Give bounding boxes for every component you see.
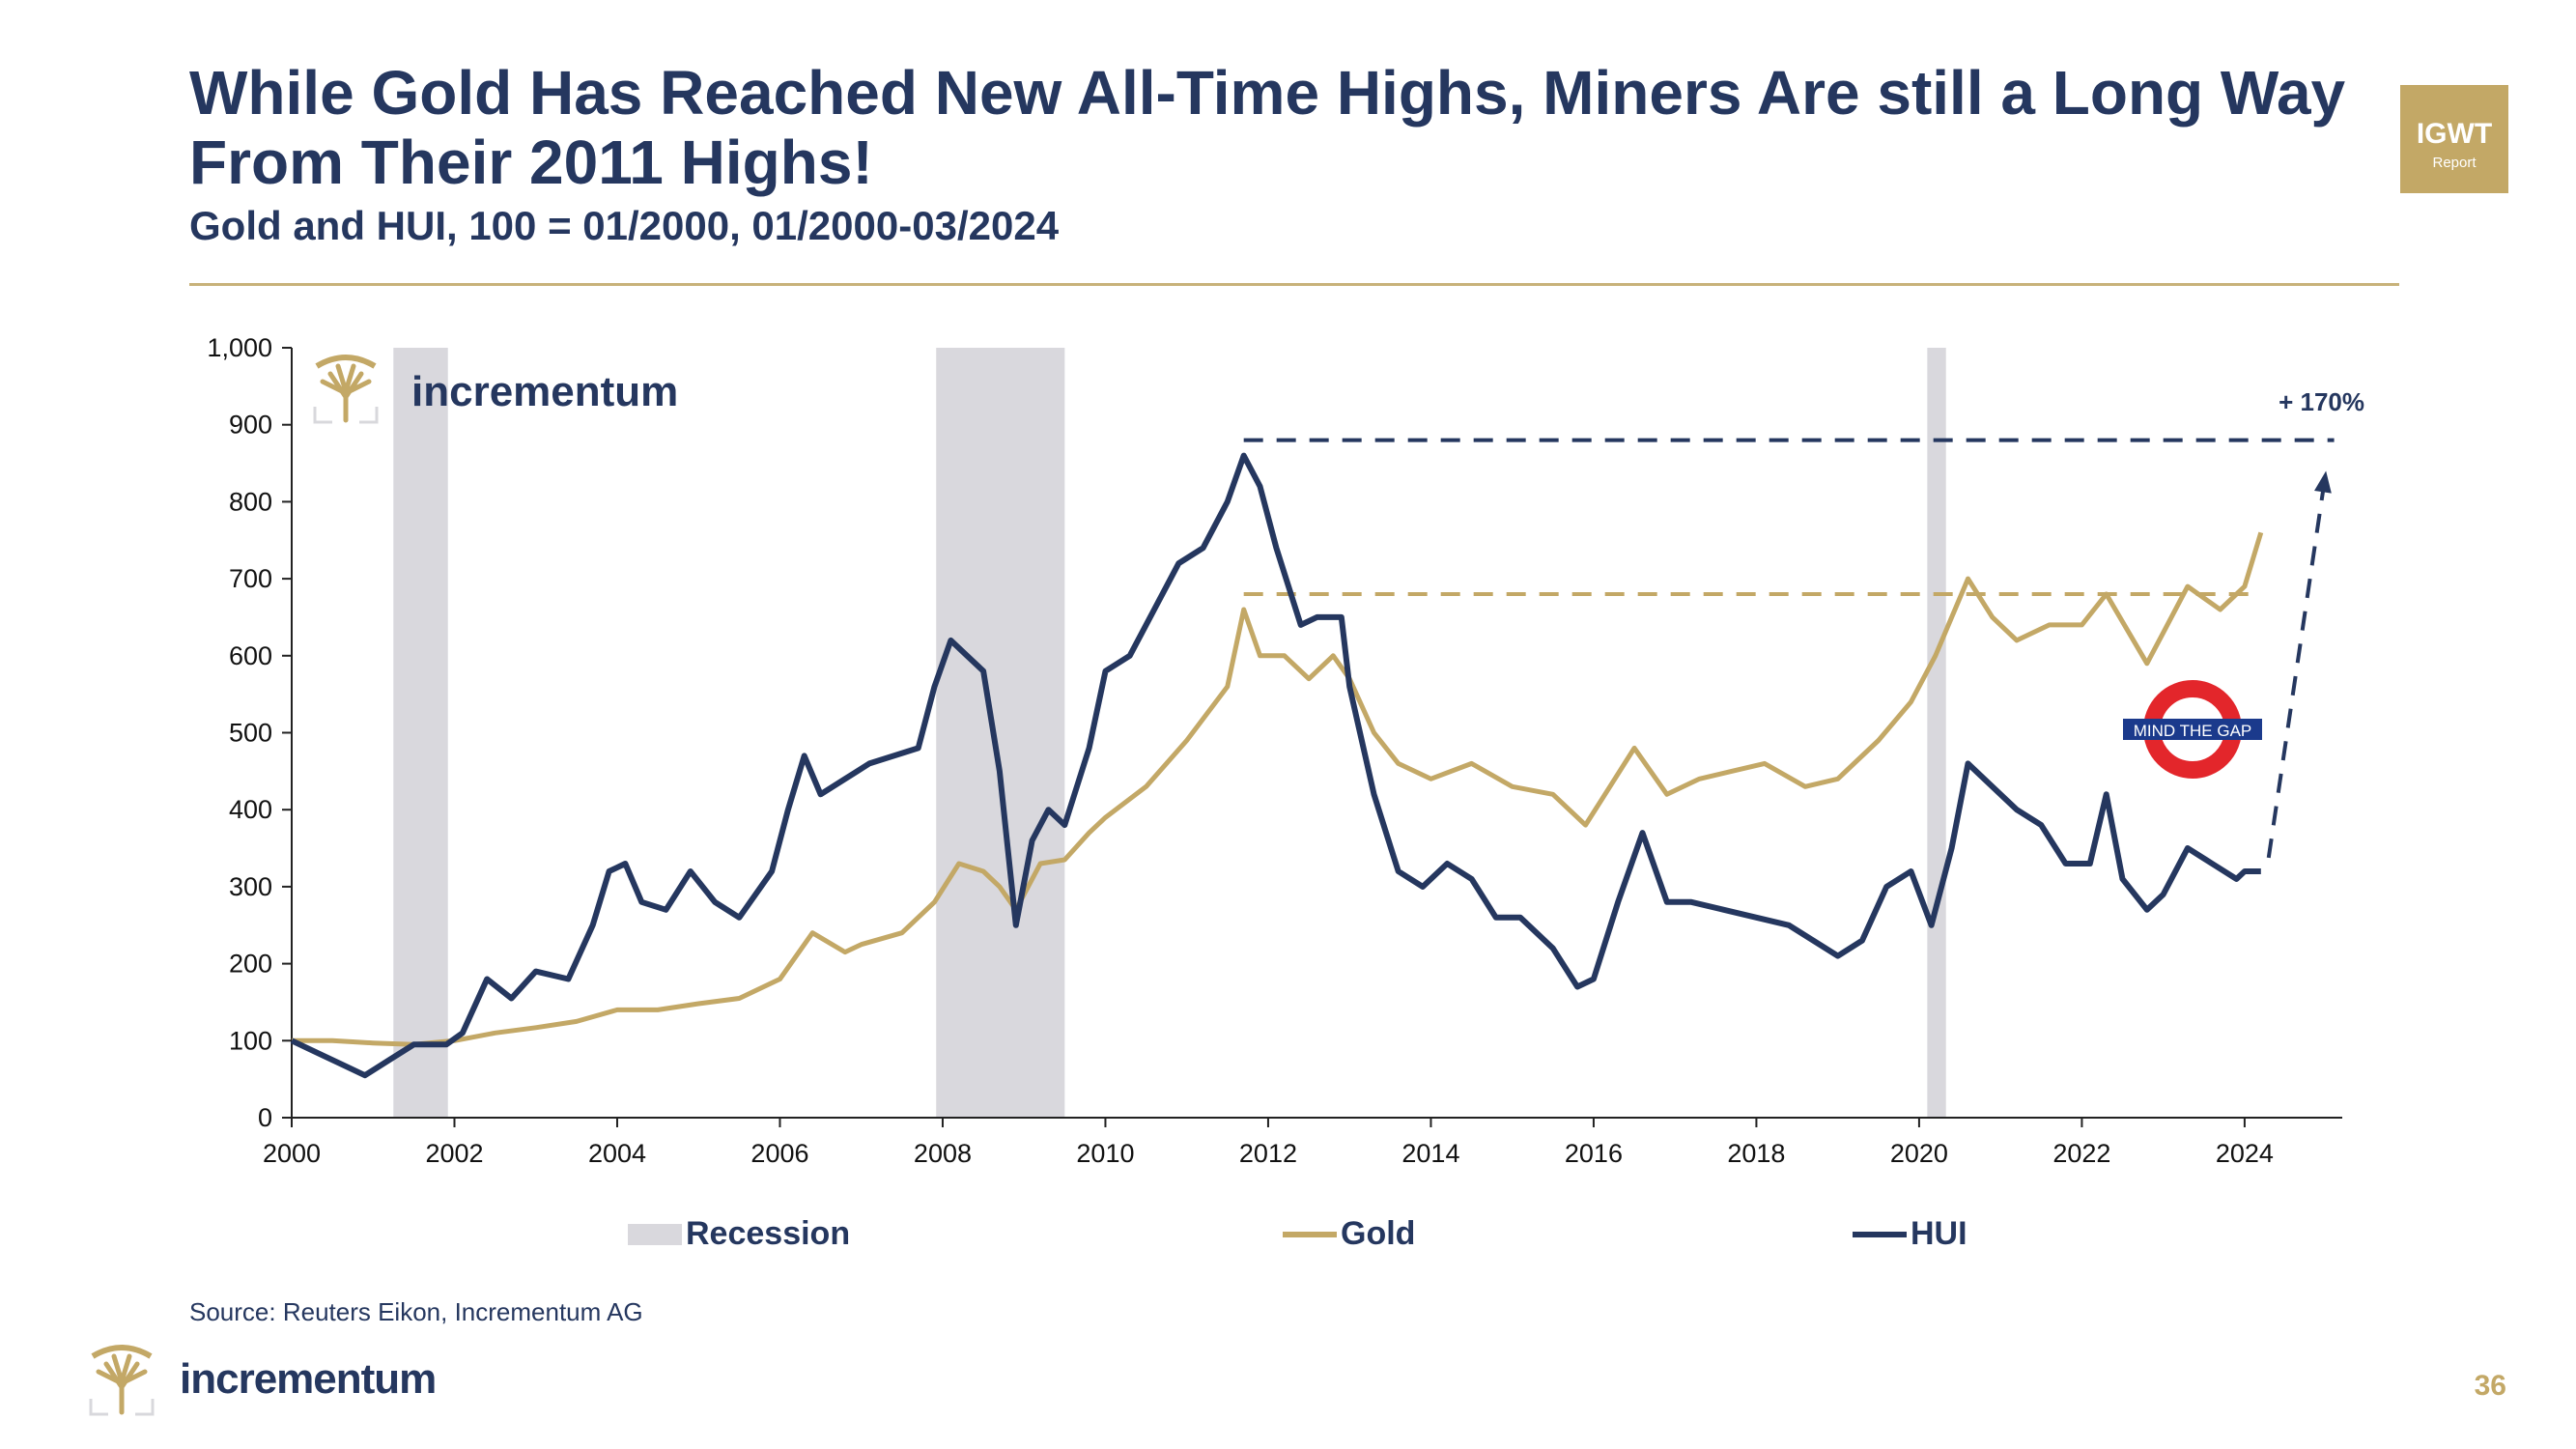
- legend-hui-swatch: [1853, 1231, 1907, 1237]
- x-tick-label-6: 2012: [1239, 1139, 1297, 1168]
- mind-the-gap-sign: MIND THE GAP: [2123, 680, 2262, 779]
- chart-axes: 0 100 200 300 400 500 600 700 800 900 1,000 2000 200…: [207, 333, 2342, 1168]
- y-tick-label-9: 900: [229, 411, 272, 440]
- gold-series-line: [292, 531, 2264, 1047]
- mind-the-gap-text: MIND THE GAP: [2134, 722, 2251, 740]
- legend-recession-label: Recession: [686, 1215, 851, 1252]
- y-tick-label-0: 0: [258, 1103, 272, 1132]
- chart-watermark-logo: incrementum: [313, 355, 678, 424]
- y-tick-label-10: 1,000: [207, 333, 272, 362]
- y-tick-label-3: 300: [229, 872, 272, 901]
- x-tick-label-2: 2004: [588, 1139, 646, 1168]
- gap-arrow-head: [2314, 470, 2332, 494]
- y-tick-label-6: 600: [229, 641, 272, 670]
- gap-percent-label: + 170%: [2279, 387, 2364, 416]
- legend-recession-swatch: [628, 1223, 682, 1245]
- chart-subtitle: Gold and HUI, 100 = 01/2000, 01/2000-03/…: [189, 203, 1060, 248]
- badge-main-text: IGWT: [2416, 118, 2493, 150]
- series-lines: [290, 452, 2264, 1079]
- legend-hui: HUI: [1853, 1215, 1967, 1253]
- y-tick-label-2: 200: [229, 950, 272, 979]
- tree-icon: [313, 355, 379, 424]
- badge-sub-text: Report: [2432, 155, 2477, 171]
- title-divider: [189, 283, 2399, 286]
- igwt-report-badge: IGWT Report: [2400, 85, 2508, 193]
- legend-hui-label: HUI: [1911, 1215, 1967, 1252]
- legend-recession: Recession: [628, 1215, 850, 1253]
- recession-band-0: [393, 348, 448, 1118]
- recession-bands: [393, 348, 1946, 1118]
- legend-gold: Gold: [1283, 1215, 1415, 1253]
- x-tick-label-3: 2006: [750, 1139, 808, 1168]
- y-tick-label-5: 500: [229, 719, 272, 748]
- tree-icon: [89, 1345, 155, 1416]
- page-title: While Gold Has Reached New All-Time High…: [189, 58, 2346, 197]
- x-tick-label-7: 2014: [1401, 1139, 1459, 1168]
- legend-gold-label: Gold: [1341, 1215, 1416, 1252]
- chart-logo-text: incrementum: [411, 368, 678, 415]
- x-tick-label-1: 2002: [425, 1139, 483, 1168]
- source-note: Source: Reuters Eikon, Incrementum AG: [189, 1297, 643, 1326]
- hui-series-line: [290, 452, 2261, 1079]
- footer-logo: incrementum: [87, 1343, 437, 1416]
- reference-lines: [1243, 438, 2335, 859]
- recession-band-1: [936, 348, 1065, 1118]
- gap-arrow-line: [2266, 470, 2329, 859]
- x-tick-label-12: 2024: [2216, 1139, 2274, 1168]
- x-tick-label-11: 2022: [2052, 1139, 2110, 1168]
- x-tick-label-4: 2008: [914, 1139, 972, 1168]
- page-number: 36: [2474, 1370, 2506, 1402]
- x-tick-label-0: 2000: [263, 1139, 321, 1168]
- y-tick-label-4: 400: [229, 795, 272, 824]
- x-tick-label-10: 2020: [1890, 1139, 1948, 1168]
- x-tick-label-9: 2018: [1727, 1139, 1785, 1168]
- legend-gold-swatch: [1283, 1231, 1337, 1237]
- y-tick-label-8: 800: [229, 487, 272, 516]
- y-tick-label-7: 700: [229, 564, 272, 593]
- recession-band-2: [1927, 348, 1946, 1118]
- footer-logo-text: incrementum: [180, 1355, 437, 1403]
- x-tick-label-5: 2010: [1076, 1139, 1134, 1168]
- x-tick-label-8: 2016: [1565, 1139, 1623, 1168]
- y-tick-label-1: 100: [229, 1026, 272, 1055]
